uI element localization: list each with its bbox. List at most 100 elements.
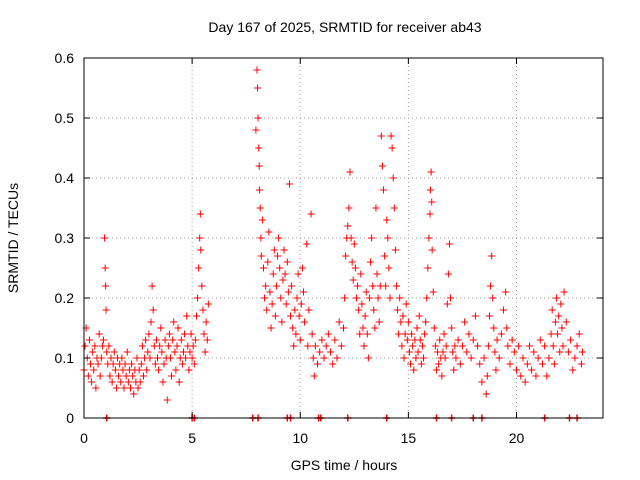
data-point <box>428 198 436 206</box>
data-point <box>161 336 169 344</box>
data-point <box>154 354 162 362</box>
data-point <box>384 234 392 242</box>
data-point <box>92 384 100 392</box>
data-point <box>369 282 377 290</box>
data-point <box>118 354 126 362</box>
data-point <box>360 342 368 350</box>
data-point <box>86 360 94 368</box>
data-point <box>289 324 297 332</box>
data-point <box>329 360 337 368</box>
data-point <box>164 342 172 350</box>
data-point <box>395 330 403 338</box>
data-point <box>305 306 313 314</box>
data-point <box>181 330 189 338</box>
data-point <box>268 300 276 308</box>
data-point <box>158 348 166 356</box>
data-point <box>81 342 89 350</box>
data-point <box>425 234 433 242</box>
data-point <box>287 312 295 320</box>
data-point <box>192 312 200 320</box>
data-point <box>355 306 363 314</box>
data-point <box>177 336 185 344</box>
data-point <box>159 378 167 386</box>
data-point <box>560 288 568 296</box>
data-point <box>427 168 435 176</box>
data-point <box>290 342 298 350</box>
data-point <box>352 294 360 302</box>
data-point <box>508 336 516 344</box>
data-point <box>548 306 556 314</box>
data-point <box>476 360 484 368</box>
data-point <box>255 144 263 152</box>
data-point <box>163 396 171 404</box>
data-point <box>458 342 466 350</box>
data-point <box>292 330 300 338</box>
data-point <box>410 366 418 374</box>
data-point <box>381 252 389 260</box>
data-point <box>420 354 428 362</box>
data-point <box>182 354 190 362</box>
data-point <box>139 372 147 380</box>
data-point <box>372 204 380 212</box>
data-point <box>109 360 117 368</box>
data-point <box>187 330 195 338</box>
data-point <box>528 366 536 374</box>
data-point <box>364 354 372 362</box>
data-point <box>541 342 549 350</box>
data-point <box>107 354 115 362</box>
data-point <box>497 330 505 338</box>
data-point <box>308 330 316 338</box>
data-point <box>492 366 500 374</box>
y-tick-label: 0.1 <box>55 350 75 366</box>
data-point <box>409 342 417 350</box>
data-point <box>130 390 138 398</box>
data-point <box>408 330 416 338</box>
y-tick-label: 0.3 <box>55 230 75 246</box>
data-point <box>567 336 575 344</box>
data-point <box>129 372 137 380</box>
data-point <box>138 342 146 350</box>
data-point <box>436 336 444 344</box>
data-point <box>519 354 527 362</box>
data-point <box>347 234 355 242</box>
data-point <box>151 360 159 368</box>
data-point <box>90 366 98 374</box>
data-point <box>191 336 199 344</box>
data-point <box>301 318 309 326</box>
data-point <box>152 336 160 344</box>
data-point <box>354 282 362 290</box>
data-point <box>447 294 455 302</box>
data-point <box>276 264 284 272</box>
data-point <box>256 204 264 212</box>
data-point <box>575 330 583 338</box>
data-point <box>89 348 97 356</box>
data-point <box>484 342 492 350</box>
data-point <box>293 294 301 302</box>
data-point <box>397 318 405 326</box>
data-point <box>199 306 207 314</box>
data-point <box>525 342 533 350</box>
data-point <box>403 336 411 344</box>
data-point <box>98 342 106 350</box>
data-point <box>551 318 559 326</box>
data-point <box>448 324 456 332</box>
data-point <box>94 360 102 368</box>
data-point <box>370 306 378 314</box>
data-point <box>532 372 540 380</box>
data-point <box>262 282 270 290</box>
data-point <box>432 366 440 374</box>
data-point <box>429 288 437 296</box>
data-point <box>200 330 208 338</box>
data-point <box>504 342 512 350</box>
data-point <box>194 294 202 302</box>
y-axis-ticks: 0 0.1 0.2 0.3 0.4 0.5 0.6 <box>55 50 603 426</box>
data-point <box>204 300 212 308</box>
data-point <box>96 372 104 380</box>
data-point <box>274 252 282 260</box>
data-point <box>545 354 553 362</box>
data-point <box>485 312 493 320</box>
data-point <box>387 132 395 140</box>
y-tick-label: 0.6 <box>55 50 75 66</box>
data-point <box>515 342 523 350</box>
data-point <box>573 342 581 350</box>
